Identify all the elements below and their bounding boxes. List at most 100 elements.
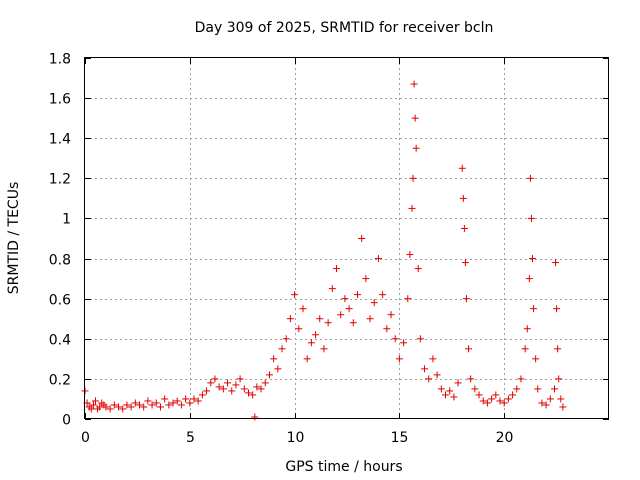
data-point — [379, 291, 387, 299]
data-point — [465, 345, 473, 353]
data-point — [240, 385, 248, 393]
data-point — [446, 387, 454, 395]
data-point — [161, 395, 169, 403]
data-point — [391, 335, 399, 343]
data-point — [551, 385, 559, 393]
x-tick-labels: 0 5 10 15 20 — [81, 430, 513, 446]
data-point — [102, 403, 110, 411]
data-point — [282, 335, 290, 343]
data-point — [525, 275, 533, 283]
data-point — [362, 275, 370, 283]
plot-frame — [84, 57, 609, 419]
data-point — [383, 325, 391, 333]
data-point — [106, 405, 114, 413]
data-point — [442, 391, 450, 399]
data-point — [555, 375, 563, 383]
data-point — [270, 355, 278, 363]
data-point — [173, 397, 181, 405]
data-point — [374, 255, 382, 263]
data-point — [492, 391, 500, 399]
data-point — [96, 403, 104, 411]
data-point — [532, 355, 540, 363]
data-point — [513, 385, 521, 393]
data-point — [429, 355, 437, 363]
y-tick-label: 1.6 — [49, 92, 71, 108]
data-point — [542, 401, 550, 409]
data-point — [409, 174, 417, 182]
x-tick-label: 0 — [81, 430, 90, 446]
data-point — [295, 325, 303, 333]
data-point — [333, 265, 341, 273]
data-point — [131, 399, 139, 407]
data-point — [278, 345, 286, 353]
data-point — [546, 395, 554, 403]
data-point — [291, 291, 299, 299]
data-point — [244, 389, 252, 397]
data-point — [186, 399, 194, 407]
data-point — [496, 397, 504, 405]
data-point — [366, 315, 374, 323]
data-point — [488, 395, 496, 403]
data-point — [123, 401, 131, 409]
grid-lines — [85, 58, 609, 419]
data-point — [345, 305, 353, 313]
data-point — [467, 375, 475, 383]
data-point — [341, 295, 349, 303]
data-point — [433, 371, 441, 379]
data-point — [421, 365, 429, 373]
data-point — [232, 381, 240, 389]
data-point — [500, 399, 508, 407]
data-point — [349, 319, 357, 327]
chart-title: Day 309 of 2025, SRMTID for receiver bcl… — [195, 20, 494, 36]
data-point — [450, 393, 458, 401]
data-point — [557, 395, 565, 403]
data-point — [144, 397, 152, 405]
data-point — [207, 379, 215, 387]
data-point — [228, 387, 236, 395]
y-tick-label: 0.8 — [49, 253, 71, 269]
data-point — [414, 265, 422, 273]
data-point — [177, 401, 185, 409]
y-tick-label: 0.6 — [49, 293, 71, 309]
data-point — [534, 385, 542, 393]
data-point — [190, 395, 198, 403]
data-point — [316, 315, 324, 323]
data-point — [454, 379, 462, 387]
data-point — [425, 375, 433, 383]
data-point — [324, 319, 332, 327]
y-tick-label: 0.2 — [49, 373, 71, 389]
data-point — [552, 259, 560, 267]
data-point — [387, 311, 395, 319]
data-point — [528, 255, 536, 263]
data-point — [404, 295, 412, 303]
data-point — [554, 345, 562, 353]
y-tick-label: 0 — [62, 413, 71, 429]
y-tick-label: 1.8 — [49, 52, 71, 68]
data-point — [215, 383, 223, 391]
data-point — [353, 291, 361, 299]
data-point — [370, 299, 378, 307]
data-point — [517, 375, 525, 383]
data-point — [523, 325, 531, 333]
x-tick-label: 10 — [287, 430, 305, 446]
data-point — [165, 401, 173, 409]
data-point — [328, 285, 336, 293]
y-tick-label: 1.2 — [49, 172, 71, 188]
data-point — [211, 375, 219, 383]
data-point — [156, 403, 164, 411]
data-point — [553, 305, 561, 313]
y-tick-label: 0.4 — [49, 333, 71, 349]
data-point — [224, 379, 232, 387]
data-point — [198, 391, 206, 399]
x-axis-label: GPS time / hours — [285, 459, 402, 475]
data-point — [509, 391, 517, 399]
data-point — [504, 395, 512, 403]
data-point — [182, 395, 190, 403]
y-tick-label: 1 — [62, 212, 71, 228]
data-point — [135, 401, 143, 409]
data-point — [475, 391, 483, 399]
data-point — [320, 345, 328, 353]
data-point — [303, 355, 311, 363]
data-point — [148, 401, 156, 409]
